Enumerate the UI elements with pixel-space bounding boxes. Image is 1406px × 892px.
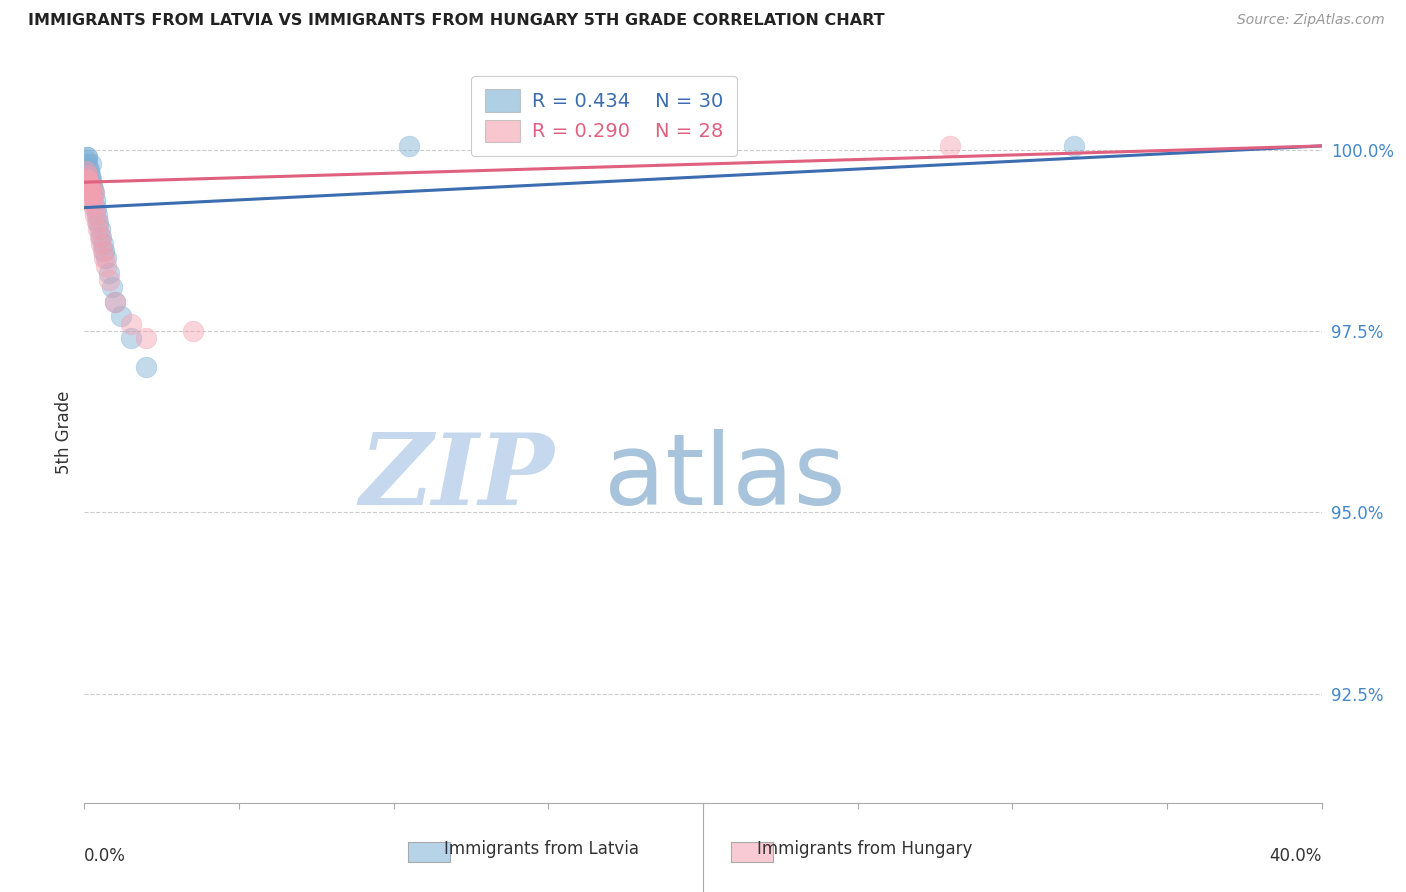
- Point: [83, 186, 105, 200]
- Point: [77, 178, 100, 193]
- Point: [104, 295, 127, 310]
- Point: [79, 171, 101, 186]
- Point: [120, 331, 142, 345]
- Text: Immigrants from Hungary: Immigrants from Hungary: [756, 840, 973, 858]
- Point: [75, 164, 97, 178]
- Point: [89, 222, 111, 236]
- Point: [86, 215, 108, 229]
- Point: [82, 178, 104, 193]
- Point: [84, 201, 107, 215]
- Point: [93, 252, 115, 266]
- Point: [80, 190, 103, 204]
- Point: [75, 153, 97, 168]
- Text: Source: ZipAtlas.com: Source: ZipAtlas.com: [1237, 13, 1385, 28]
- Point: [90, 229, 112, 244]
- Point: [79, 178, 101, 193]
- Point: [82, 194, 104, 208]
- Point: [181, 324, 204, 338]
- Point: [87, 215, 110, 229]
- Point: [79, 168, 101, 182]
- Point: [91, 236, 114, 251]
- Point: [101, 280, 124, 294]
- Point: [76, 171, 98, 186]
- Point: [135, 360, 157, 375]
- Point: [120, 317, 142, 331]
- Point: [76, 150, 98, 164]
- Y-axis label: 5th Grade: 5th Grade: [55, 391, 73, 475]
- Point: [82, 197, 104, 211]
- Point: [90, 236, 112, 251]
- Text: 0.0%: 0.0%: [84, 847, 127, 865]
- Point: [80, 175, 103, 189]
- Point: [94, 252, 117, 266]
- Point: [87, 222, 110, 236]
- Point: [84, 208, 107, 222]
- Point: [76, 168, 98, 182]
- Point: [76, 150, 98, 164]
- Point: [86, 208, 108, 222]
- Point: [83, 201, 105, 215]
- Point: [77, 161, 100, 175]
- Point: [76, 157, 98, 171]
- Point: [79, 186, 101, 200]
- Point: [82, 182, 104, 196]
- Text: IMMIGRANTS FROM LATVIA VS IMMIGRANTS FROM HUNGARY 5TH GRADE CORRELATION CHART: IMMIGRANTS FROM LATVIA VS IMMIGRANTS FRO…: [28, 13, 884, 29]
- Point: [94, 259, 117, 273]
- Text: 40.0%: 40.0%: [1270, 847, 1322, 865]
- Point: [84, 194, 107, 208]
- Text: ZIP: ZIP: [360, 429, 554, 525]
- Point: [98, 273, 121, 287]
- Point: [98, 266, 121, 280]
- Point: [79, 182, 101, 196]
- Point: [398, 139, 420, 153]
- Point: [89, 229, 111, 244]
- Point: [77, 164, 100, 178]
- Point: [110, 310, 132, 324]
- Point: [1063, 139, 1085, 153]
- Point: [83, 186, 105, 200]
- Point: [79, 157, 101, 171]
- Point: [77, 175, 100, 189]
- Point: [104, 295, 127, 310]
- Legend: R = 0.434    N = 30, R = 0.290    N = 28: R = 0.434 N = 30, R = 0.290 N = 28: [471, 76, 737, 156]
- Point: [93, 244, 115, 259]
- Point: [135, 331, 157, 345]
- Point: [939, 139, 962, 153]
- Text: atlas: atlas: [605, 428, 845, 525]
- Point: [91, 244, 114, 259]
- Text: Immigrants from Latvia: Immigrants from Latvia: [444, 840, 638, 858]
- Point: [76, 171, 98, 186]
